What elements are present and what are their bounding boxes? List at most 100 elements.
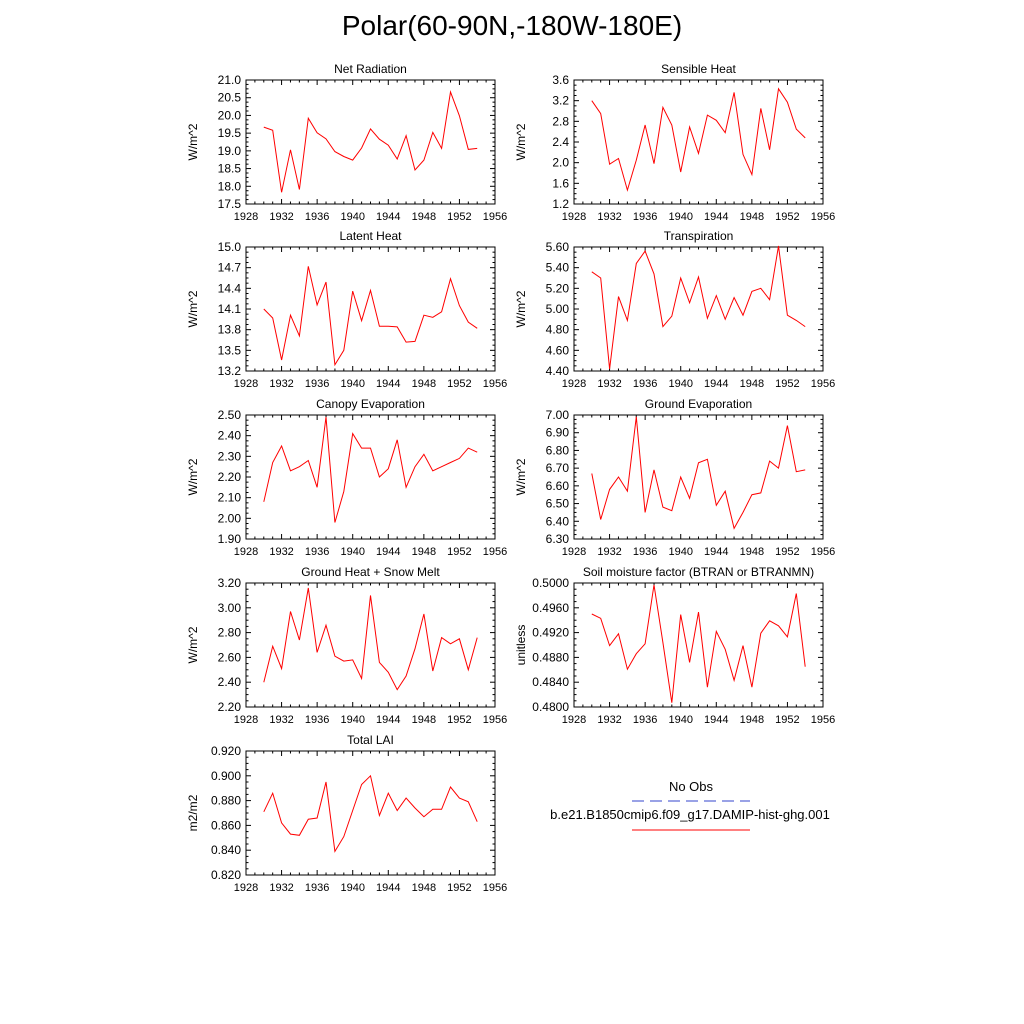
y-tick-label: 13.8 bbox=[218, 323, 242, 337]
chart-title: Latent Heat bbox=[339, 229, 402, 243]
x-tick-label: 1932 bbox=[597, 378, 621, 390]
chart-title: Sensible Heat bbox=[661, 62, 736, 76]
y-tick-label: 2.10 bbox=[218, 491, 242, 505]
chart-panel: Net Radiation W/m^2 1928 1932 1936 1940 1944 19… bbox=[186, 62, 507, 223]
y-tick-label: 2.80 bbox=[218, 626, 242, 640]
x-tick-label: 1948 bbox=[412, 714, 436, 726]
y-tick-label: 4.40 bbox=[546, 364, 570, 378]
x-tick-label: 1932 bbox=[269, 546, 293, 558]
x-tick-label: 1932 bbox=[597, 211, 621, 223]
y-axis-label: unitless bbox=[514, 625, 528, 666]
y-tick-label: 20.5 bbox=[218, 91, 242, 105]
x-tick-label: 1948 bbox=[412, 211, 436, 223]
x-tick-label: 1956 bbox=[483, 211, 507, 223]
chart-title: Total LAI bbox=[347, 733, 394, 747]
x-tick-label: 1940 bbox=[668, 546, 692, 558]
y-axis-label: m2/m2 bbox=[186, 794, 200, 831]
y-tick-label: 2.40 bbox=[218, 429, 242, 443]
y-tick-label: 5.00 bbox=[546, 302, 570, 316]
x-tick-label: 1952 bbox=[447, 211, 471, 223]
x-tick-label: 1932 bbox=[269, 714, 293, 726]
y-axis-label: W/m^2 bbox=[186, 626, 200, 663]
x-tick-label: 1956 bbox=[483, 378, 507, 390]
x-tick-label: 1928 bbox=[234, 714, 258, 726]
series-line bbox=[591, 416, 806, 530]
y-tick-label: 2.0 bbox=[552, 156, 569, 170]
legend-model-label: b.e21.B1850cmip6.f09_g17.DAMIP-hist-ghg.… bbox=[550, 807, 830, 822]
chart-title: Canopy Evaporation bbox=[316, 397, 425, 411]
y-tick-label: 4.80 bbox=[546, 323, 570, 337]
chart-panel: Ground Heat + Snow Melt W/m^2 1928 1932 1936… bbox=[186, 565, 507, 726]
y-tick-label: 2.40 bbox=[218, 675, 242, 689]
x-tick-label: 1928 bbox=[234, 378, 258, 390]
y-tick-label: 1.6 bbox=[552, 176, 569, 190]
x-tick-label: 1944 bbox=[704, 211, 728, 223]
y-tick-label: 2.8 bbox=[552, 114, 569, 128]
x-tick-label: 1956 bbox=[811, 211, 835, 223]
y-tick-label: 4.60 bbox=[546, 343, 570, 357]
y-tick-label: 0.920 bbox=[211, 744, 241, 758]
y-tick-label: 17.5 bbox=[218, 197, 242, 211]
y-tick-label: 0.4920 bbox=[532, 626, 569, 640]
x-tick-label: 1956 bbox=[811, 546, 835, 558]
y-tick-label: 2.4 bbox=[552, 135, 569, 149]
y-tick-label: 0.860 bbox=[211, 818, 241, 832]
page-title: Polar(60-90N,-180W-180E) bbox=[341, 10, 683, 41]
x-tick-label: 1948 bbox=[412, 378, 436, 390]
y-tick-label: 2.20 bbox=[218, 470, 242, 484]
x-tick-label: 1952 bbox=[775, 378, 799, 390]
x-tick-label: 1940 bbox=[340, 378, 364, 390]
x-tick-label: 1952 bbox=[447, 546, 471, 558]
chart-panel: Transpiration W/m^2 1928 1932 1936 1940 1944 19… bbox=[514, 229, 835, 390]
x-tick-label: 1932 bbox=[269, 211, 293, 223]
chart-panel: Total LAI m2/m2 1928 1932 1936 1940 1944 1948 19… bbox=[186, 733, 507, 894]
y-tick-label: 3.2 bbox=[552, 94, 569, 108]
x-tick-label: 1936 bbox=[305, 882, 329, 894]
x-tick-label: 1944 bbox=[704, 378, 728, 390]
x-tick-label: 1956 bbox=[811, 714, 835, 726]
x-tick-label: 1952 bbox=[775, 714, 799, 726]
y-tick-label: 5.40 bbox=[546, 261, 570, 275]
x-tick-label: 1940 bbox=[340, 882, 364, 894]
chart-title: Ground Heat + Snow Melt bbox=[301, 565, 440, 579]
y-tick-label: 19.5 bbox=[218, 126, 242, 140]
y-tick-label: 6.70 bbox=[546, 461, 570, 475]
series-line bbox=[263, 587, 478, 691]
x-tick-label: 1956 bbox=[483, 546, 507, 558]
y-tick-label: 2.30 bbox=[218, 449, 242, 463]
x-tick-label: 1932 bbox=[269, 882, 293, 894]
chart-panel: Latent Heat W/m^2 1928 1932 1936 1940 1944 1948… bbox=[186, 229, 507, 390]
y-tick-label: 21.0 bbox=[218, 73, 242, 87]
y-axis-label: W/m^2 bbox=[186, 290, 200, 327]
x-tick-label: 1948 bbox=[412, 882, 436, 894]
y-tick-label: 0.4800 bbox=[532, 700, 569, 714]
y-tick-label: 3.00 bbox=[218, 601, 242, 615]
x-tick-label: 1948 bbox=[740, 546, 764, 558]
x-tick-label: 1952 bbox=[447, 378, 471, 390]
y-tick-label: 0.4880 bbox=[532, 650, 569, 664]
y-axis-label: W/m^2 bbox=[514, 290, 528, 327]
x-tick-label: 1936 bbox=[305, 211, 329, 223]
y-tick-label: 13.2 bbox=[218, 364, 242, 378]
y-tick-label: 20.0 bbox=[218, 108, 242, 122]
series-line bbox=[263, 90, 478, 193]
y-tick-label: 18.5 bbox=[218, 162, 242, 176]
y-tick-label: 14.4 bbox=[218, 281, 242, 295]
chart-panel: Ground Evaporation W/m^2 1928 1932 1936 1940 1… bbox=[514, 397, 835, 558]
x-tick-label: 1940 bbox=[340, 546, 364, 558]
x-tick-label: 1936 bbox=[633, 546, 657, 558]
x-tick-label: 1956 bbox=[483, 882, 507, 894]
y-tick-label: 6.40 bbox=[546, 514, 570, 528]
y-tick-label: 18.0 bbox=[218, 179, 242, 193]
x-tick-label: 1940 bbox=[668, 378, 692, 390]
x-tick-label: 1928 bbox=[562, 546, 586, 558]
x-tick-label: 1936 bbox=[633, 211, 657, 223]
x-tick-label: 1936 bbox=[633, 378, 657, 390]
x-tick-label: 1944 bbox=[376, 546, 400, 558]
y-tick-label: 0.4960 bbox=[532, 601, 569, 615]
y-axis-label: W/m^2 bbox=[514, 458, 528, 495]
y-tick-label: 6.50 bbox=[546, 497, 570, 511]
x-tick-label: 1936 bbox=[305, 378, 329, 390]
chart-title: Ground Evaporation bbox=[645, 397, 752, 411]
y-tick-label: 13.5 bbox=[218, 343, 242, 357]
